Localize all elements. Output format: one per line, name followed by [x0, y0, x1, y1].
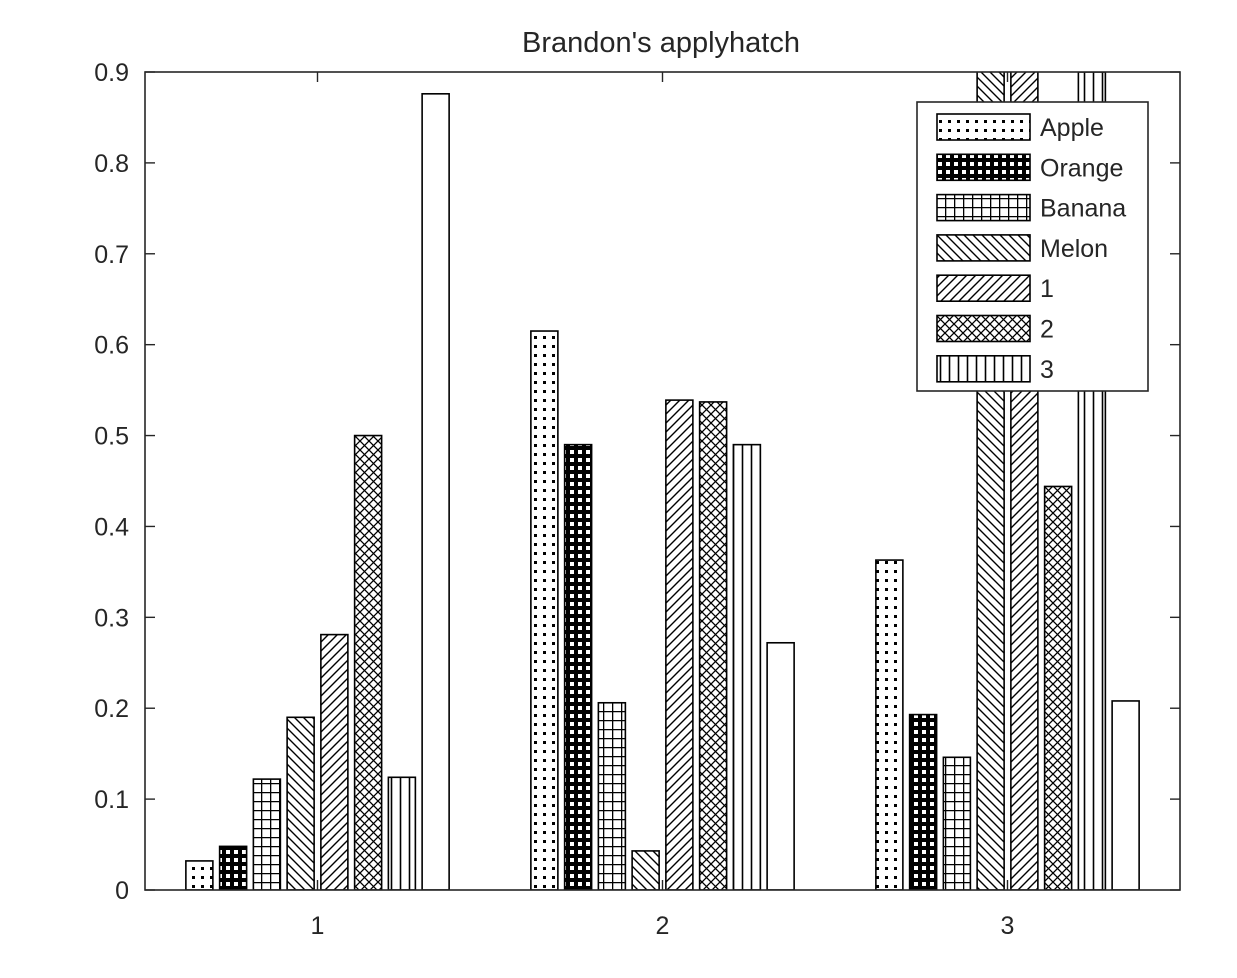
y-tick-label: 0.2: [94, 695, 129, 723]
legend-label: Melon: [1040, 235, 1108, 263]
bar-orange-cat-3: [908, 713, 938, 890]
legend-swatch: [936, 354, 1031, 383]
legend-label: 1: [1040, 275, 1054, 303]
bar-melon-cat-1: [286, 716, 315, 890]
legend-swatch: [936, 113, 1031, 141]
bar-series-8-cat-1: [421, 93, 450, 890]
legend-swatch: [936, 234, 1031, 262]
bar-3-cat-2: [732, 443, 762, 890]
bar-3-cat-1: [387, 776, 417, 890]
y-axis: 0 0.1 0.2 0.3 0.4 0.5 0.6 0.7 0.8 0.9: [94, 59, 1180, 905]
bar-series-8-cat-2: [766, 641, 795, 890]
bar-orange-cat-2: [563, 443, 593, 890]
bar-2-cat-1: [353, 434, 383, 890]
bar-apple-cat-1: [185, 860, 214, 890]
bar-banana-cat-2: [597, 701, 627, 890]
legend: Apple Orange Banana Melon 1 2 3: [916, 101, 1149, 392]
legend-swatch: [936, 274, 1031, 303]
bar-banana-cat-1: [252, 778, 282, 890]
legend-swatch: [936, 314, 1031, 343]
x-tick-label: 2: [656, 912, 670, 940]
legend-label: Orange: [1040, 154, 1123, 182]
bar-1-cat-1: [320, 633, 349, 890]
legend-label: Banana: [1040, 195, 1126, 223]
bar-banana-cat-3: [942, 756, 972, 890]
x-axis: 1 2 3: [311, 72, 1015, 940]
y-tick-label: 0.7: [94, 241, 129, 269]
legend-label: 3: [1040, 356, 1054, 384]
bar-2-cat-3: [1043, 485, 1073, 890]
legend-swatch: [936, 153, 1031, 182]
legend-swatch: [936, 193, 1031, 222]
chart-title: Brandon's applyhatch: [522, 27, 800, 59]
y-tick-label: 0.6: [94, 332, 129, 360]
y-tick-label: 0.8: [94, 150, 129, 178]
y-tick-label: 0.1: [94, 786, 129, 814]
bar-1-cat-2: [665, 399, 694, 890]
y-tick-label: 0.9: [94, 59, 129, 87]
y-tick-label: 0.4: [94, 513, 129, 541]
y-tick-label: 0: [115, 877, 129, 905]
y-tick-label: 0.5: [94, 423, 129, 451]
y-tick-label: 0.3: [94, 604, 129, 632]
bar-apple-cat-3: [875, 559, 904, 890]
x-tick-label: 1: [311, 912, 325, 940]
bar-series-8-cat-3: [1111, 700, 1140, 890]
bar-melon-cat-2: [631, 850, 660, 890]
x-tick-label: 3: [1001, 912, 1015, 940]
legend-label: 2: [1040, 316, 1054, 344]
bar-apple-cat-2: [530, 330, 559, 890]
bar-2-cat-2: [698, 401, 728, 890]
legend-label: Apple: [1040, 114, 1104, 142]
bar-orange-cat-1: [218, 845, 248, 890]
